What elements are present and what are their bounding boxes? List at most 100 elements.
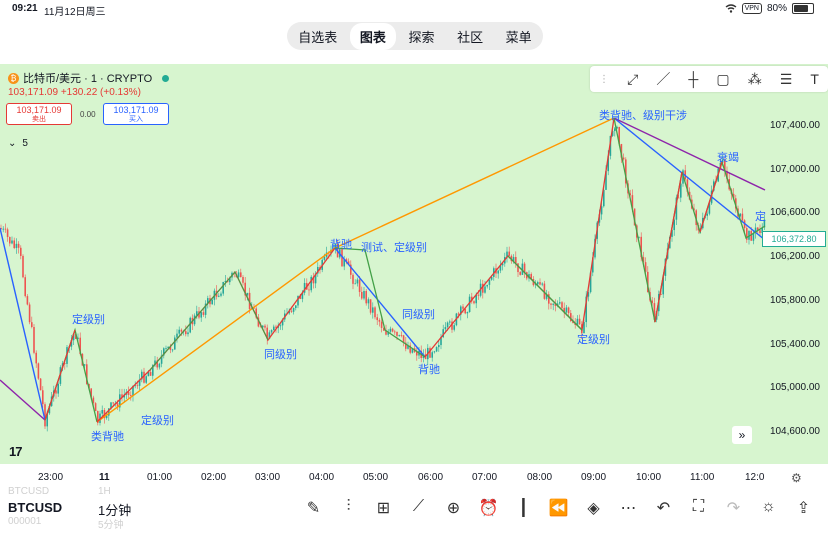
candle-body [259,326,262,328]
candle-body [563,307,565,313]
candle-body [372,307,374,313]
candle-body [724,159,726,172]
candle-body [675,197,678,220]
drag-handle-icon[interactable]: ⋮ [599,73,610,85]
layers-icon[interactable]: ◈ [587,500,600,517]
candle-body [369,299,372,313]
status-time: 09:21 [12,3,38,14]
interval-picker[interactable]: 1分钟 [98,503,132,518]
pencil-icon[interactable]: ✎ [306,500,321,517]
candle-body [75,333,77,339]
candle-body [94,403,97,412]
nav-tabs: 自选表 图表 探索 社区 菜单 [287,22,543,50]
add-icon[interactable]: ⊕ [446,500,461,517]
draw-line-icon[interactable]: ⤢ [627,70,639,87]
candle-body [110,402,112,409]
tab-chart[interactable]: 图表 [349,22,396,50]
annotation-label: 背驰 [418,364,440,376]
alarm-icon[interactable]: ⏰ [478,500,499,517]
annotation-label: 背驰 [330,239,352,251]
candle-body [541,283,543,285]
bulb-icon[interactable]: ☼ [761,498,776,515]
symbol-header[interactable]: ₿ 比特币/美元 · 1 · CRYPTO [8,70,170,86]
time-tick: 10:00 [636,472,662,483]
symbol-picker[interactable]: BTCUSD [8,500,63,515]
candle-body [405,342,407,349]
candle-body [605,171,607,190]
annotation-label: 定 [755,211,766,223]
time-tick: 23:00 [38,472,64,483]
tab-explore[interactable]: 探索 [408,29,435,45]
share-icon[interactable]: ⇪ [796,500,811,517]
replay-icon[interactable]: ⏪ [548,500,569,517]
time-tick: 05:00 [363,472,389,483]
candle-body [273,326,275,331]
candle-body [72,333,75,341]
time-tick: 04:00 [309,472,335,483]
candle-body [680,183,682,198]
fullscreen-icon[interactable]: ⛶ [692,498,705,515]
candle-body [266,327,268,339]
candle-body [477,294,480,296]
buy-button[interactable]: 103,171.09 买入 [103,103,169,125]
undo-icon[interactable]: ↶ [656,500,671,517]
more-icon[interactable]: ⋯ [620,500,637,517]
candle-body [726,171,728,180]
candle-body [515,257,517,264]
annotation-label: 类背驰 [91,431,124,443]
chart-canvas[interactable] [0,64,828,464]
candle-body [640,236,642,258]
symbol-title: 比特币/美元 · 1 · CRYPTO [23,73,153,85]
candle-body [46,413,48,427]
tab-watchlist[interactable]: 自选表 [298,29,338,45]
node-icon[interactable]: ⁂ [747,70,762,87]
candle-body [589,272,592,293]
candle-body [354,283,356,285]
candle-body [196,311,198,316]
tab-community[interactable]: 社区 [457,29,484,45]
time-tick: 01:00 [147,472,173,483]
indicators-icon[interactable]: ⫶ [346,498,351,515]
ghost-interval-bottom: 5分钟 [98,520,124,531]
candle-body [484,286,486,293]
candle-body [440,337,442,346]
settings-icon[interactable]: ⚙ [791,471,802,485]
trend-line-icon[interactable]: ／ [656,71,671,87]
compare-icon[interactable]: ⟋ [412,498,425,515]
rectangle-icon[interactable]: ▢ [716,70,730,87]
candle-body [9,237,11,244]
chart-area[interactable] [0,64,828,464]
candle-body [376,317,378,321]
ghost-symbol-bottom: 000001 [8,516,42,527]
annotation-label: 定级别 [72,314,105,326]
candle-body [31,322,33,327]
candle-body [534,284,537,286]
redo-icon[interactable]: ↷ [726,500,741,517]
candle-body [517,263,519,273]
fib-icon[interactable]: ☰ [779,70,793,87]
scroll-right-icon[interactable]: » [732,426,752,444]
candle-body [475,294,477,304]
candle-body [578,318,581,325]
sell-button[interactable]: 103,171.09 卖出 [6,103,72,125]
candle-body [130,395,132,396]
candle-type-icon[interactable]: ┃ [518,500,529,517]
candle-body [20,247,22,256]
candle-body [752,233,755,241]
candle-body [314,273,317,284]
indicators-toggle[interactable]: ⌄ 5 [8,134,38,152]
layout-icon[interactable]: ⊞ [376,500,391,517]
candle-body [207,298,209,304]
candle-body [147,371,150,377]
candle-body [407,345,409,349]
candle-body [559,302,561,304]
candle-body [519,272,521,275]
cursor-icon[interactable]: ┼ [688,71,699,87]
candle-body [409,345,411,353]
text-tool-icon[interactable]: T [810,71,819,87]
candle-body [361,291,363,299]
candle-body [466,312,469,314]
tab-menu[interactable]: 菜单 [505,29,532,45]
candle-body [471,296,473,302]
candle-body [633,208,636,226]
